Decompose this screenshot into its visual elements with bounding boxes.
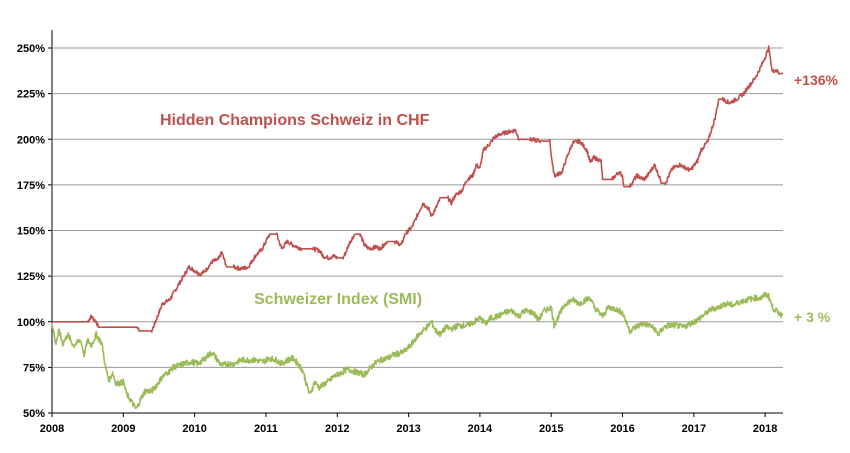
x-tick-label: 2011	[254, 423, 278, 435]
y-tick-label: 75%	[23, 362, 45, 374]
x-tick-label: 2012	[325, 423, 349, 435]
y-tick-label: 125%	[17, 271, 45, 283]
x-tick-label: 2018	[753, 423, 777, 435]
series-line-hidden-champions	[51, 45, 784, 333]
x-tick-label: 2008	[40, 423, 64, 435]
x-tick-label: 2014	[468, 423, 493, 435]
series-label-hidden-champions: Hidden Champions Schweiz in CHF	[160, 112, 430, 129]
series-label-smi: Schweizer Index (SMI)	[254, 291, 422, 308]
y-tick-label: 50%	[23, 408, 45, 420]
y-tick-labels: 50% 75% 100% 125% 150% 175% 200% 225% 250%	[17, 43, 52, 420]
x-tick-label: 2017	[682, 423, 706, 435]
end-label-smi: + 3 %	[794, 309, 831, 325]
y-tick-label: 150%	[17, 226, 45, 238]
y-tick-label: 250%	[17, 43, 45, 55]
series-lines	[51, 45, 784, 410]
series-line-smi	[51, 291, 784, 410]
y-tick-label: 175%	[17, 180, 45, 192]
y-tick-label: 225%	[17, 89, 45, 101]
gridlines	[52, 47, 783, 368]
x-tick-label: 2015	[539, 423, 563, 435]
end-label-hidden-champions: +136%	[794, 72, 839, 88]
x-tick-label: 2010	[182, 423, 206, 435]
y-tick-label: 200%	[17, 134, 45, 146]
x-tick-label: 2016	[610, 423, 634, 435]
x-tick-label: 2013	[396, 423, 420, 435]
x-tick-labels: 2008 2009 2010 2011 2012 2013 2014 2015 2016 2017…	[40, 413, 777, 435]
y-tick-label: 100%	[17, 317, 45, 329]
x-tick-label: 2009	[111, 423, 135, 435]
